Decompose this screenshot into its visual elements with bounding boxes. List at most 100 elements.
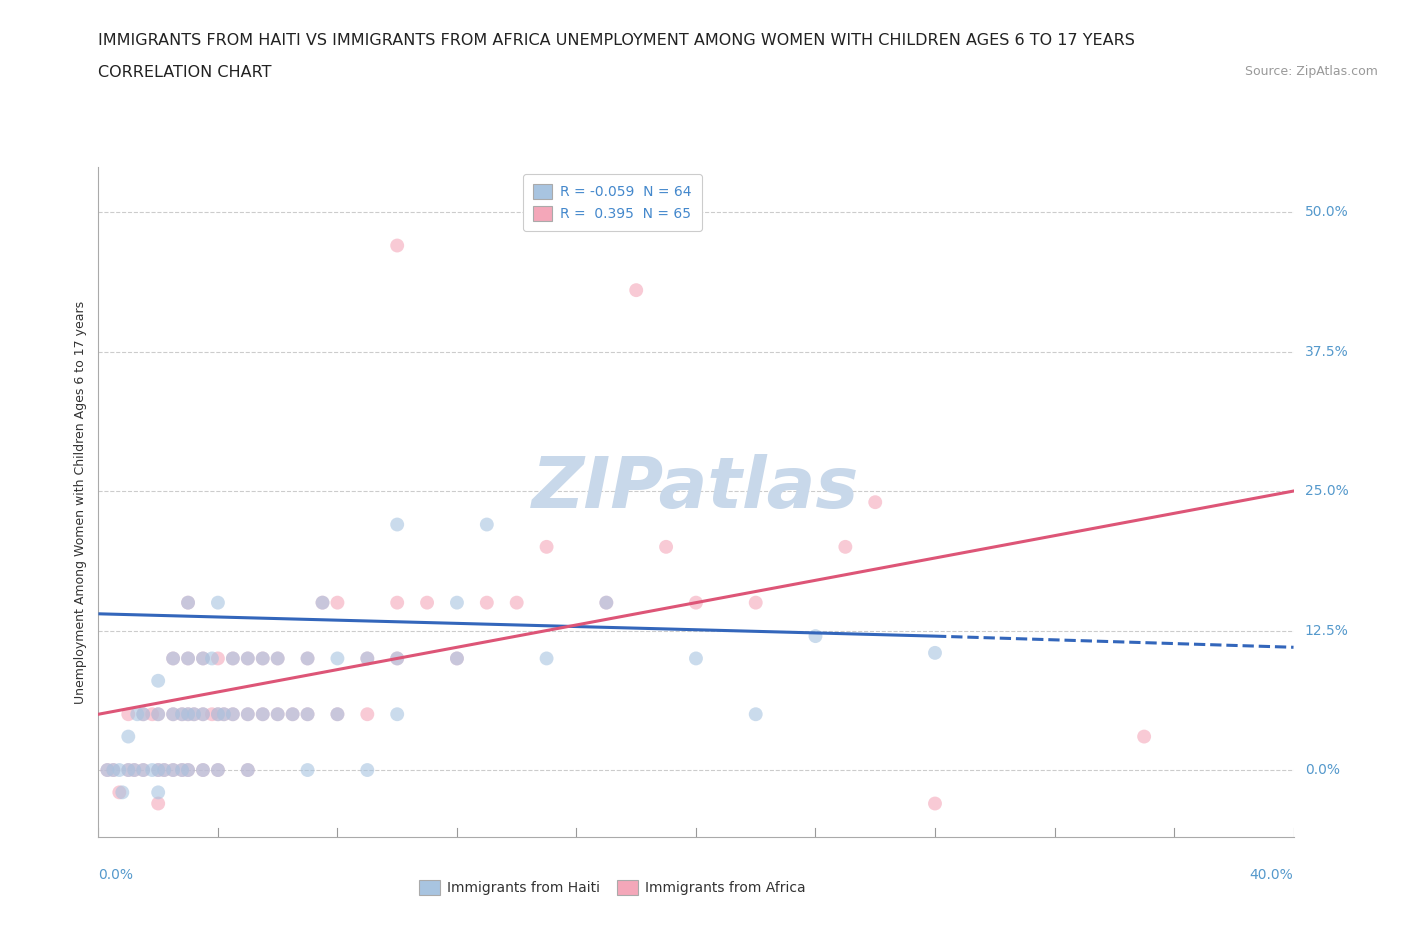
Point — [172, 707, 194, 722]
Point — [326, 707, 349, 722]
Point — [148, 763, 170, 777]
Point — [162, 763, 184, 777]
Point — [745, 595, 768, 610]
Point — [356, 763, 378, 777]
Point — [863, 495, 886, 510]
Point — [924, 796, 946, 811]
Point — [191, 707, 214, 722]
Point — [117, 729, 139, 744]
Text: IMMIGRANTS FROM HAITI VS IMMIGRANTS FROM AFRICA UNEMPLOYMENT AMONG WOMEN WITH CH: IMMIGRANTS FROM HAITI VS IMMIGRANTS FROM… — [98, 33, 1135, 47]
Text: 40.0%: 40.0% — [1250, 868, 1294, 882]
Point — [212, 707, 235, 722]
Point — [183, 707, 205, 722]
Point — [804, 629, 827, 644]
Point — [162, 707, 184, 722]
Point — [191, 651, 214, 666]
Point — [446, 651, 468, 666]
Point — [177, 651, 200, 666]
Point — [117, 707, 139, 722]
Point — [177, 707, 200, 722]
Point — [311, 595, 333, 610]
Text: ZIPatlas: ZIPatlas — [533, 455, 859, 524]
Point — [148, 707, 170, 722]
Point — [326, 707, 349, 722]
Point — [385, 238, 409, 253]
Point — [252, 651, 274, 666]
Point — [108, 763, 131, 777]
Point — [222, 707, 245, 722]
Point — [201, 707, 224, 722]
Point — [236, 651, 259, 666]
Point — [685, 651, 707, 666]
Text: Source: ZipAtlas.com: Source: ZipAtlas.com — [1244, 65, 1378, 78]
Point — [475, 595, 498, 610]
Point — [207, 651, 229, 666]
Point — [177, 763, 200, 777]
Point — [153, 763, 176, 777]
Text: 37.5%: 37.5% — [1305, 344, 1348, 359]
Point — [191, 763, 214, 777]
Point — [207, 763, 229, 777]
Point — [96, 763, 118, 777]
Point — [356, 651, 378, 666]
Point — [655, 539, 678, 554]
Point — [132, 707, 155, 722]
Point — [162, 651, 184, 666]
Point — [222, 651, 245, 666]
Point — [153, 763, 176, 777]
Point — [207, 595, 229, 610]
Point — [311, 595, 333, 610]
Text: 0.0%: 0.0% — [98, 868, 134, 882]
Point — [385, 651, 409, 666]
Point — [385, 707, 409, 722]
Point — [177, 595, 200, 610]
Point — [267, 707, 290, 722]
Text: 25.0%: 25.0% — [1305, 484, 1348, 498]
Text: 12.5%: 12.5% — [1305, 623, 1348, 638]
Point — [267, 651, 290, 666]
Point — [924, 645, 946, 660]
Point — [624, 283, 647, 298]
Point — [267, 651, 290, 666]
Point — [236, 651, 259, 666]
Point — [108, 785, 131, 800]
Point — [162, 651, 184, 666]
Point — [132, 707, 155, 722]
Point — [172, 763, 194, 777]
Point — [124, 763, 146, 777]
Point — [236, 763, 259, 777]
Point — [191, 651, 214, 666]
Point — [446, 651, 468, 666]
Point — [148, 785, 170, 800]
Point — [207, 707, 229, 722]
Point — [132, 763, 155, 777]
Point — [685, 595, 707, 610]
Point — [297, 651, 319, 666]
Point — [172, 707, 194, 722]
Legend: Immigrants from Haiti, Immigrants from Africa: Immigrants from Haiti, Immigrants from A… — [411, 871, 814, 904]
Point — [148, 707, 170, 722]
Point — [236, 707, 259, 722]
Text: 50.0%: 50.0% — [1305, 205, 1348, 219]
Point — [356, 651, 378, 666]
Point — [416, 595, 439, 610]
Point — [117, 763, 139, 777]
Point — [103, 763, 125, 777]
Point — [252, 707, 274, 722]
Point — [745, 707, 768, 722]
Point — [172, 763, 194, 777]
Point — [148, 796, 170, 811]
Point — [191, 707, 214, 722]
Point — [177, 707, 200, 722]
Point — [127, 707, 149, 722]
Point — [177, 651, 200, 666]
Point — [385, 595, 409, 610]
Point — [297, 707, 319, 722]
Point — [177, 595, 200, 610]
Point — [148, 763, 170, 777]
Point — [385, 651, 409, 666]
Point — [536, 539, 558, 554]
Point — [834, 539, 856, 554]
Point — [183, 707, 205, 722]
Point — [177, 763, 200, 777]
